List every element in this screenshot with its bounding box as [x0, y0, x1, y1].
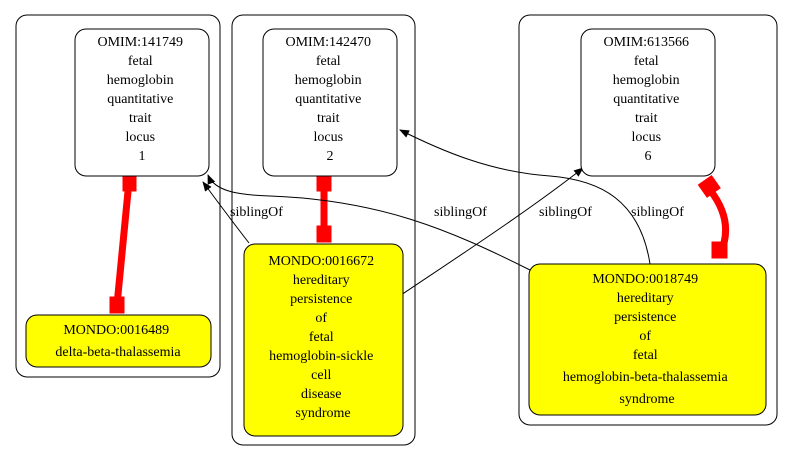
sibling-edge-4	[399, 129, 651, 265]
node-label-line: OMIM:142470	[285, 35, 371, 50]
svg-text:OMIM:142470 fetal: OMIM:142470 fetal hemoglobin quantitativ…	[285, 35, 374, 164]
node-label-line: hemoglobin-beta-thalassemia	[563, 370, 729, 385]
node-mondo-0018749[interactable]: MONDO:0018749 hereditary persistence of …	[528, 263, 767, 416]
equivalence-edge-2	[316, 176, 332, 243]
node-label-line: cell	[311, 368, 331, 383]
node-label-line: fetal	[633, 348, 658, 363]
edge-label-siblingof-1: siblingOf	[230, 205, 283, 220]
node-label-line: disease	[301, 387, 341, 402]
node-mondo-0016672[interactable]: MONDO:0016672 hereditary persistence of …	[243, 243, 404, 437]
node-label-line: MONDO:0018749	[592, 272, 698, 287]
sibling-edge-3	[400, 167, 584, 296]
svg-text:OMIM:613566 fetal: OMIM:613566 fetal hemoglobin quantitativ…	[603, 35, 692, 164]
sibling-edge-2	[207, 174, 531, 271]
node-label-line: hemoglobin	[295, 73, 362, 88]
node-omim-141749[interactable]: OMIM:141749 fetal hemoglobin quantitativ…	[74, 28, 210, 177]
node-label-line: locus	[313, 130, 343, 145]
equivalence-edge-1	[109, 176, 137, 314]
node-label-line: fetal	[316, 54, 341, 69]
sibling-edge-1	[202, 181, 250, 244]
node-label-line: trait	[317, 111, 340, 126]
node-label-line: fetal	[634, 54, 659, 69]
node-label-line: 1	[139, 149, 146, 164]
cluster-3	[518, 14, 778, 426]
node-omim-142470[interactable]: OMIM:142470 fetal hemoglobin quantitativ…	[262, 28, 398, 177]
node-label-line: hemoglobin	[107, 73, 174, 88]
node-label-line: fetal	[128, 54, 153, 69]
node-label-line: quantitative	[107, 92, 173, 107]
node-label-line: quantitative	[295, 92, 361, 107]
node-label-line: persistence	[290, 292, 352, 307]
node-label-line: 6	[645, 149, 652, 164]
cluster-1	[15, 14, 221, 378]
node-label-line: quantitative	[613, 92, 679, 107]
node-label-line: OMIM:613566	[603, 35, 689, 50]
node-label-line: locus	[631, 130, 661, 145]
node-label-line: 2	[327, 149, 334, 164]
node-label-line: trait	[129, 111, 152, 126]
node-label-line: syndrome	[295, 406, 350, 421]
edge-label-siblingof-4: siblingOf	[631, 205, 684, 220]
node-label-line: locus	[125, 130, 155, 145]
node-label-line: hereditary	[617, 291, 674, 306]
node-label-line: delta-beta-thalassemia	[55, 345, 181, 360]
node-label-line: of	[639, 329, 651, 344]
node-label-line: of	[315, 311, 327, 326]
node-label-line: hereditary	[293, 273, 350, 288]
node-mondo-0016489[interactable]: MONDO:0016489 delta-beta-thalassemia	[25, 314, 212, 368]
svg-text:MONDO:0016489 delta-beta: MONDO:0016489 delta-beta-thalassemia	[55, 323, 181, 360]
node-label-line: MONDO:0016672	[268, 254, 374, 269]
node-label-line: persistence	[614, 310, 676, 325]
node-label-line: fetal	[309, 330, 334, 345]
edge-label-siblingof-3: siblingOf	[539, 205, 592, 220]
node-label-line: syndrome	[619, 392, 674, 407]
equivalence-edge-3	[697, 174, 730, 259]
svg-text:OMIM:141749 fetal: OMIM:141749 fetal hemoglobin quantitativ…	[97, 35, 186, 164]
node-label-line: hemoglobin	[613, 73, 680, 88]
svg-text:MONDO:0018749 hereditary: MONDO:0018749 hereditary persistence of …	[563, 272, 731, 407]
node-label-line: trait	[635, 111, 658, 126]
cluster-2	[231, 14, 416, 446]
node-label-line: hemoglobin-sickle	[269, 349, 373, 364]
svg-text:MONDO:0016672 hereditary: MONDO:0016672 hereditary persistence of …	[268, 254, 377, 421]
node-omim-613566[interactable]: OMIM:613566 fetal hemoglobin quantitativ…	[580, 28, 716, 177]
node-label-line: MONDO:0016489	[63, 323, 169, 338]
node-label-line: OMIM:141749	[97, 35, 183, 50]
edge-label-siblingof-2: siblingOf	[434, 205, 487, 220]
